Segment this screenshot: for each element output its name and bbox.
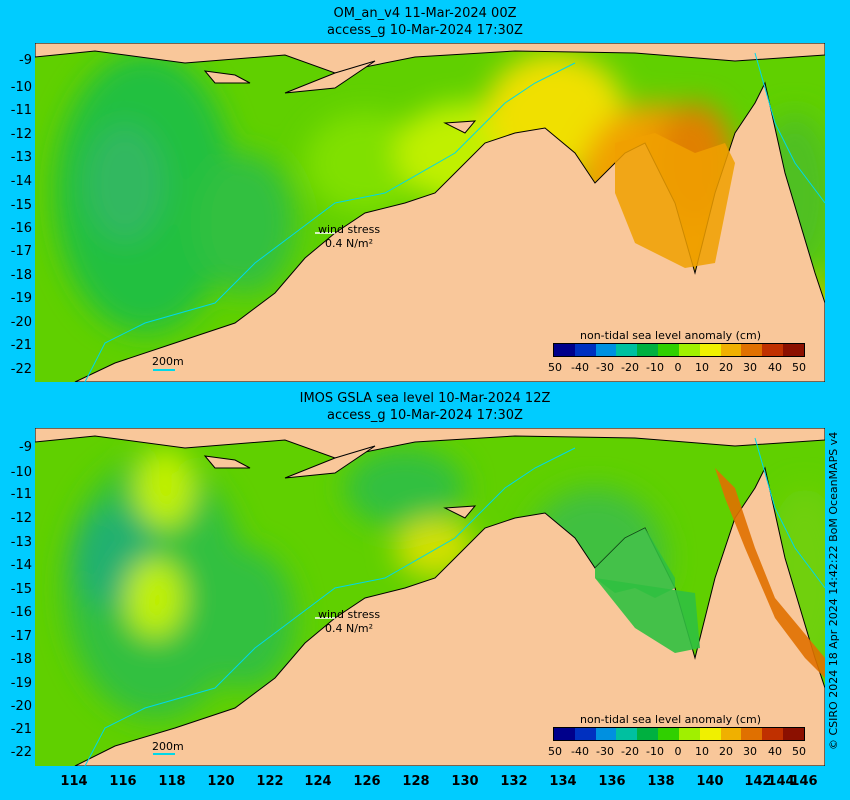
y-tick-label: -18	[10, 268, 32, 283]
x-tick-label: 134	[549, 774, 577, 789]
wind-stress-value: 0.4 N/m²	[325, 237, 374, 250]
y-tick-label: -14	[10, 174, 32, 189]
colorbar-tick: 30	[743, 361, 757, 374]
y-tick-label: -15	[10, 198, 32, 213]
y-tick-label: -11	[10, 103, 32, 118]
scale-label: 200m	[152, 355, 184, 368]
y-tick-label: -17	[10, 629, 32, 644]
colorbar-tick: 0	[674, 361, 682, 374]
wind-stress-label: wind stress	[318, 608, 381, 621]
y-tick-label: -17	[10, 244, 32, 259]
y-tick-label: -21	[10, 722, 32, 737]
colorbar-title: non-tidal sea level anomaly (cm)	[580, 329, 761, 342]
y-tick-label: -18	[10, 652, 32, 667]
wind-stress-value: 0.4 N/m²	[325, 622, 374, 635]
colorbar-tick: 30	[743, 745, 757, 758]
credit-text: © CSIRO 2024 18 Apr 2024 14:42:22 BoM Oc…	[827, 431, 840, 750]
colorbar-tick: -30	[596, 361, 614, 374]
y-tick-label: -21	[10, 338, 32, 353]
map-panel-bottom: wind stress 0.4 N/m² 200m non-tidal sea …	[35, 428, 825, 766]
y-tick-label: -15	[10, 582, 32, 597]
wind-stress-label: wind stress	[318, 223, 381, 236]
colorbar-tick: 50	[548, 745, 562, 758]
y-tick-label: -9	[19, 440, 32, 455]
x-tick-label: 126	[353, 774, 381, 789]
panel2-title-line1: IMOS GSLA sea level 10-Mar-2024 12Z	[299, 391, 551, 406]
y-tick-label: -22	[10, 745, 32, 760]
y-tick-label: -9	[19, 53, 32, 68]
x-tick-label: 140	[696, 774, 724, 789]
colorbar	[553, 343, 805, 357]
colorbar-tick: -30	[596, 745, 614, 758]
y-tick-label: -16	[10, 221, 32, 236]
colorbar-tick: -10	[646, 745, 664, 758]
x-tick-label: 138	[647, 774, 675, 789]
scale-label: 200m	[152, 740, 184, 753]
x-tick-label: 136	[598, 774, 626, 789]
colorbar-tick: 50	[792, 745, 806, 758]
sea-level-map-bottom	[35, 428, 825, 766]
y-tick-label: -10	[10, 465, 32, 480]
x-tick-label: 118	[158, 774, 186, 789]
y-tick-label: -20	[10, 315, 32, 330]
colorbar-tick: 20	[719, 361, 733, 374]
y-tick-label: -10	[10, 80, 32, 95]
colorbar-tick: 50	[792, 361, 806, 374]
y-tick-label: -16	[10, 605, 32, 620]
y-tick-label: -12	[10, 511, 32, 526]
y-tick-label: -20	[10, 699, 32, 714]
y-tick-label: -19	[10, 291, 32, 306]
colorbar	[553, 727, 805, 741]
x-tick-label: 120	[207, 774, 235, 789]
y-tick-label: -22	[10, 362, 32, 377]
panel1-title-line2: access_g 10-Mar-2024 17:30Z	[327, 23, 523, 38]
colorbar-tick: -40	[571, 361, 589, 374]
y-tick-label: -13	[10, 535, 32, 550]
x-tick-label: 128	[402, 774, 430, 789]
colorbar-title: non-tidal sea level anomaly (cm)	[580, 713, 761, 726]
panel1-title-line1: OM_an_v4 11-Mar-2024 00Z	[333, 6, 517, 21]
x-tick-label: 124	[304, 774, 332, 789]
x-tick-label: 114	[60, 774, 88, 789]
colorbar-tick: 40	[768, 361, 782, 374]
x-tick-label: 146	[790, 774, 818, 789]
y-tick-label: -12	[10, 127, 32, 142]
panel2-title-line2: access_g 10-Mar-2024 17:30Z	[327, 408, 523, 423]
colorbar-tick: -40	[571, 745, 589, 758]
x-tick-label: 116	[109, 774, 137, 789]
x-tick-label: 130	[451, 774, 479, 789]
colorbar-tick: -20	[621, 361, 639, 374]
y-tick-label: -14	[10, 558, 32, 573]
x-tick-label: 142	[744, 774, 772, 789]
colorbar-tick: 20	[719, 745, 733, 758]
sea-level-map-top	[35, 43, 825, 382]
x-tick-label: 122	[256, 774, 284, 789]
colorbar-tick: 10	[695, 745, 709, 758]
x-tick-label: 144	[767, 774, 795, 789]
colorbar-tick: 40	[768, 745, 782, 758]
x-tick-label: 132	[500, 774, 528, 789]
colorbar-tick: 10	[695, 361, 709, 374]
y-tick-label: -13	[10, 150, 32, 165]
colorbar-tick: -20	[621, 745, 639, 758]
y-tick-label: -19	[10, 676, 32, 691]
map-panel-top: wind stress 0.4 N/m² 200m non-tidal sea …	[35, 43, 825, 382]
colorbar-tick: 0	[674, 745, 682, 758]
colorbar-tick: -10	[646, 361, 664, 374]
y-tick-label: -11	[10, 487, 32, 502]
colorbar-tick: 50	[548, 361, 562, 374]
